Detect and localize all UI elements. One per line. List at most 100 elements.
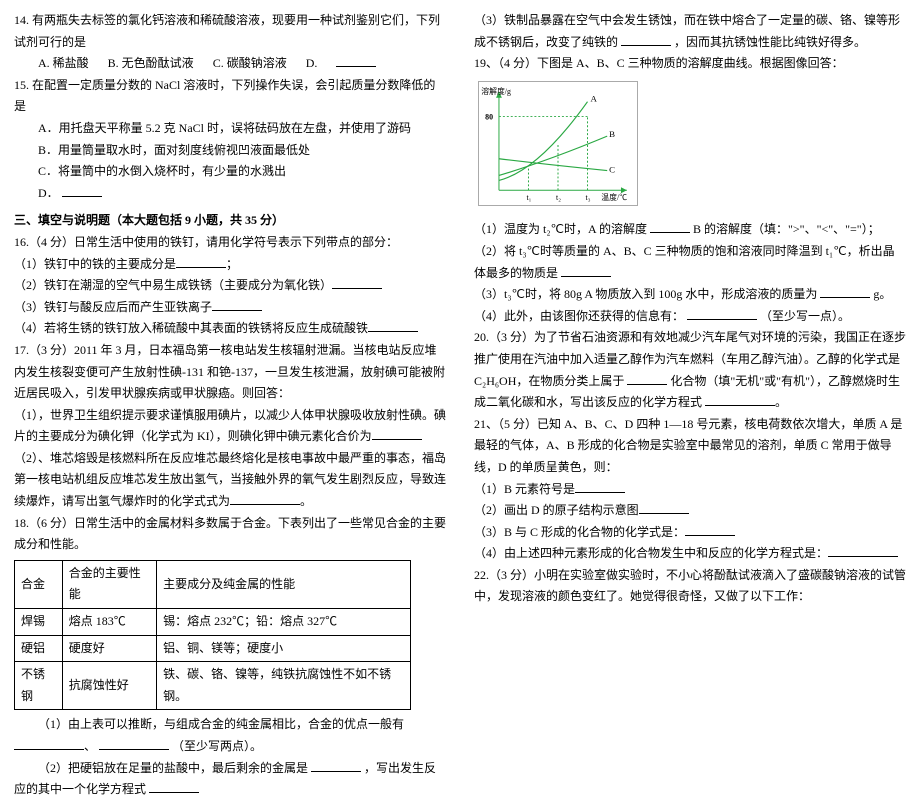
q18-3-tail: ，因而其抗锈蚀性能比纯铁好得多。 [674, 35, 866, 49]
cell: 硬铝 [15, 635, 63, 662]
q14-options: A. 稀盐酸 B. 无色酚酞试液 C. 碳酸钠溶液 D. [14, 53, 446, 75]
q16-2: （2）铁钉在潮湿的空气中易生成铁锈（主要成分为氧化铁） [14, 275, 446, 297]
q21-2: （2）画出 D 的原子结构示意图 [474, 500, 906, 522]
q15-line: D． [14, 183, 446, 205]
q16-3-blank [212, 299, 262, 311]
cell: 锡：熔点 232℃；铅：熔点 327℃ [157, 609, 411, 636]
q19-1-text: （1）温度为 t₂℃时，A 的溶解度 [474, 222, 647, 236]
cell: 铝、铜、镁等；硬度小 [157, 635, 411, 662]
q21-2-text: （2）画出 D 的原子结构示意图 [474, 503, 639, 517]
q18-2-text: （2）把硬铝放在足量的盐酸中，最后剩余的金属是 [14, 761, 308, 775]
right-column: （3）铁制品暴露在空气中会发生锈蚀，而在铁中熔合了一定量的碳、铬、镍等形成不锈钢… [460, 0, 920, 639]
q21-3-blank [685, 524, 735, 536]
q19-4-tail: （至少写一点）。 [760, 309, 850, 323]
q17-stem: 17.（3 分）2011 年 3 月，日本福岛第一核电站发生核辐射泄漏。当核电站… [14, 340, 446, 405]
q19-2-blank [561, 265, 611, 277]
q18-1-blank2 [99, 738, 169, 750]
q19-3-text: （3）t₃℃时，将 80g A 物质放入到 100g 水中，形成溶液的质量为 [474, 287, 817, 301]
q16-2-blank [332, 277, 382, 289]
q15-blank [62, 185, 102, 197]
cell: 抗腐蚀性好 [62, 662, 156, 710]
q17-1: （1），世界卫生组织提示要求谨慎服用碘片，以减少人体甲状腺吸收放射性碘。碘片的主… [14, 405, 446, 448]
th-2: 合金的主要性能 [62, 560, 156, 608]
solubility-chart: 溶解度/g 80 温度/℃ t₁ t₂ t₃ A B C [478, 81, 638, 206]
q18-1-text: （1）由上表可以推断，与组成合金的纯金属相比，合金的优点一般有 [14, 717, 404, 731]
cell: 硬度好 [62, 635, 156, 662]
q16-1-text: （1）铁钉中的铁的主要成分是 [14, 257, 176, 271]
q16-4: （4）若将生锈的铁钉放入稀硫酸中其表面的铁锈将反应生成硫酸铁 [14, 318, 446, 340]
q18-2: （2）把硬铝放在足量的盐酸中，最后剩余的金属是 ，写出发生反应的其中一个化学方程… [14, 758, 446, 801]
cell: 焊锡 [15, 609, 63, 636]
q19-2: （2）将 t₃℃时等质量的 A、B、C 三种物质的饱和溶液同时降温到 t₁℃，析… [474, 241, 906, 284]
cell: 熔点 183℃ [62, 609, 156, 636]
q20-blank1 [627, 373, 667, 385]
curve-b-label: B [609, 129, 615, 139]
q15-stem: 15. 在配置一定质量分数的 NaCl 溶液时，下列操作失误，会引起质量分数降低… [14, 75, 446, 118]
th-3: 主要成分及纯金属的性能 [157, 560, 411, 608]
q18-stem: 18.（6 分）日常生活中的金属材料多数属于合金。下表列出了一些常见合金的主要成… [14, 513, 446, 556]
q17-2-blank [230, 493, 300, 505]
left-column: 14. 有两瓶失去标签的氯化钙溶液和稀硫酸溶液，现要用一种试剂鉴别它们，下列试剂… [0, 0, 460, 639]
q18-1-tail: （至少写两点）。 [172, 739, 262, 753]
q19-3-tail: g。 [873, 287, 891, 301]
q21-4-blank [828, 545, 898, 557]
curve-a-label: A [590, 93, 597, 103]
y-axis-label: 溶解度/g [481, 86, 511, 96]
q16-1-blank [176, 256, 226, 268]
q15-opt-c: C．将量筒中的水倒入烧杯时，有少量的水溅出 [14, 161, 446, 183]
x-tick-t3: t₃ [586, 193, 591, 202]
q19-1-blank [650, 221, 690, 233]
q14-blank [336, 55, 376, 67]
q15-opt-b: B．用量筒量取水时，面对刻度线俯视凹液面最低处 [14, 140, 446, 162]
q18-1-blank [14, 738, 84, 750]
q18-3-blank [621, 34, 671, 46]
q19-stem: 19、（4 分）下图是 A、B、C 三种物质的溶解度曲线。根据图像回答： [474, 53, 906, 75]
q21-2-blank [639, 502, 689, 514]
q17-2: （2）、堆芯熔毁是核燃料所在反应堆芯最终熔化是核电事故中最严重的事态，福岛第一核… [14, 448, 446, 513]
table-row: 合金 合金的主要性能 主要成分及纯金属的性能 [15, 560, 411, 608]
table-row: 焊锡 熔点 183℃ 锡：熔点 232℃；铅：熔点 327℃ [15, 609, 411, 636]
q22-stem: 22.（3 分）小明在实验室做实验时，不小心将酚酞试液滴入了盛碳酸钠溶液的试管中… [474, 565, 906, 608]
q16-2-text: （2）铁钉在潮湿的空气中易生成铁锈（主要成分为氧化铁） [14, 278, 332, 292]
table-row: 不锈钢 抗腐蚀性好 铁、碳、铬、镍等，纯铁抗腐蚀性不如不锈钢。 [15, 662, 411, 710]
x-tick-t1: t₁ [527, 193, 532, 202]
q14-opt-c: C. 碳酸钠溶液 [213, 53, 287, 75]
q16-3: （3）铁钉与酸反应后而产生亚铁离子 [14, 297, 446, 319]
q16-stem: 16.（4 分）日常生活中使用的铁钉，请用化学符号表示下列带点的部分： [14, 232, 446, 254]
q18-1: （1）由上表可以推断，与组成合金的纯金属相比，合金的优点一般有 、 （至少写两点… [14, 714, 446, 757]
q21-1-text: （1）B 元素符号是 [474, 482, 575, 496]
q16-1: （1）铁钉中的铁的主要成分是； [14, 254, 446, 276]
q18-2-blank2 [149, 781, 199, 793]
q14-stem: 14. 有两瓶失去标签的氯化钙溶液和稀硫酸溶液，现要用一种试剂鉴别它们，下列试剂… [14, 10, 446, 53]
cell: 不锈钢 [15, 662, 63, 710]
x-axis-label: 温度/℃ [601, 192, 627, 202]
y-tick-80: 80 [485, 112, 493, 121]
q16-3-text: （3）铁钉与酸反应后而产生亚铁离子 [14, 300, 212, 314]
q19-3: （3）t₃℃时，将 80g A 物质放入到 100g 水中，形成溶液的质量为 g… [474, 284, 906, 306]
q14-opt-d: D. [306, 53, 318, 75]
q19-3-blank [820, 286, 870, 298]
q20-blank2 [705, 394, 775, 406]
q19-4: （4）此外，由该图你还获得的信息有： （至少写一点）。 [474, 306, 906, 328]
q19-2-text: （2）将 t₃℃时等质量的 A、B、C 三种物质的饱和溶液同时降温到 t₁℃，析… [474, 244, 895, 280]
q20: 20.（3 分）为了节省石油资源和有效地减少汽车尾气对环境的污染，我国正在逐步推… [474, 327, 906, 413]
q14-opt-a: A. 稀盐酸 [38, 53, 89, 75]
q18-3: （3）铁制品暴露在空气中会发生锈蚀，而在铁中熔合了一定量的碳、铬、镍等形成不锈钢… [474, 10, 906, 53]
q21-stem: 21、（5 分）已知 A、B、C、D 四种 1—18 号元素，核电荷数依次增大，… [474, 414, 906, 479]
alloy-table: 合金 合金的主要性能 主要成分及纯金属的性能 焊锡 熔点 183℃ 锡：熔点 2… [14, 560, 411, 711]
x-tick-t2: t₂ [556, 193, 561, 202]
q21-3: （3）B 与 C 形成的化合物的化学式是： [474, 522, 906, 544]
th-1: 合金 [15, 560, 63, 608]
q19-1: （1）温度为 t₂℃时，A 的溶解度 B 的溶解度（填：">"、"<"、"="）… [474, 219, 906, 241]
q19-4-blank [687, 308, 757, 320]
section-3-title: 三、填空与说明题（本大题包括 9 小题，共 35 分） [14, 210, 446, 232]
curve-c-label: C [609, 164, 615, 174]
q18-2-blank [311, 760, 361, 772]
q15-opt-a: A．用托盘天平称量 5.2 克 NaCl 时，误将砝码放在左盘，并使用了游码 [14, 118, 446, 140]
q16-4-text: （4）若将生锈的铁钉放入稀硫酸中其表面的铁锈将反应生成硫酸铁 [14, 321, 368, 335]
q19-4-text: （4）此外，由该图你还获得的信息有： [474, 309, 684, 323]
q21-4: （4）由上述四种元素形成的化合物发生中和反应的化学方程式是： [474, 543, 906, 565]
q21-3-text: （3）B 与 C 形成的化合物的化学式是： [474, 525, 685, 539]
cell: 铁、碳、铬、镍等，纯铁抗腐蚀性不如不锈钢。 [157, 662, 411, 710]
q21-1-blank [575, 481, 625, 493]
